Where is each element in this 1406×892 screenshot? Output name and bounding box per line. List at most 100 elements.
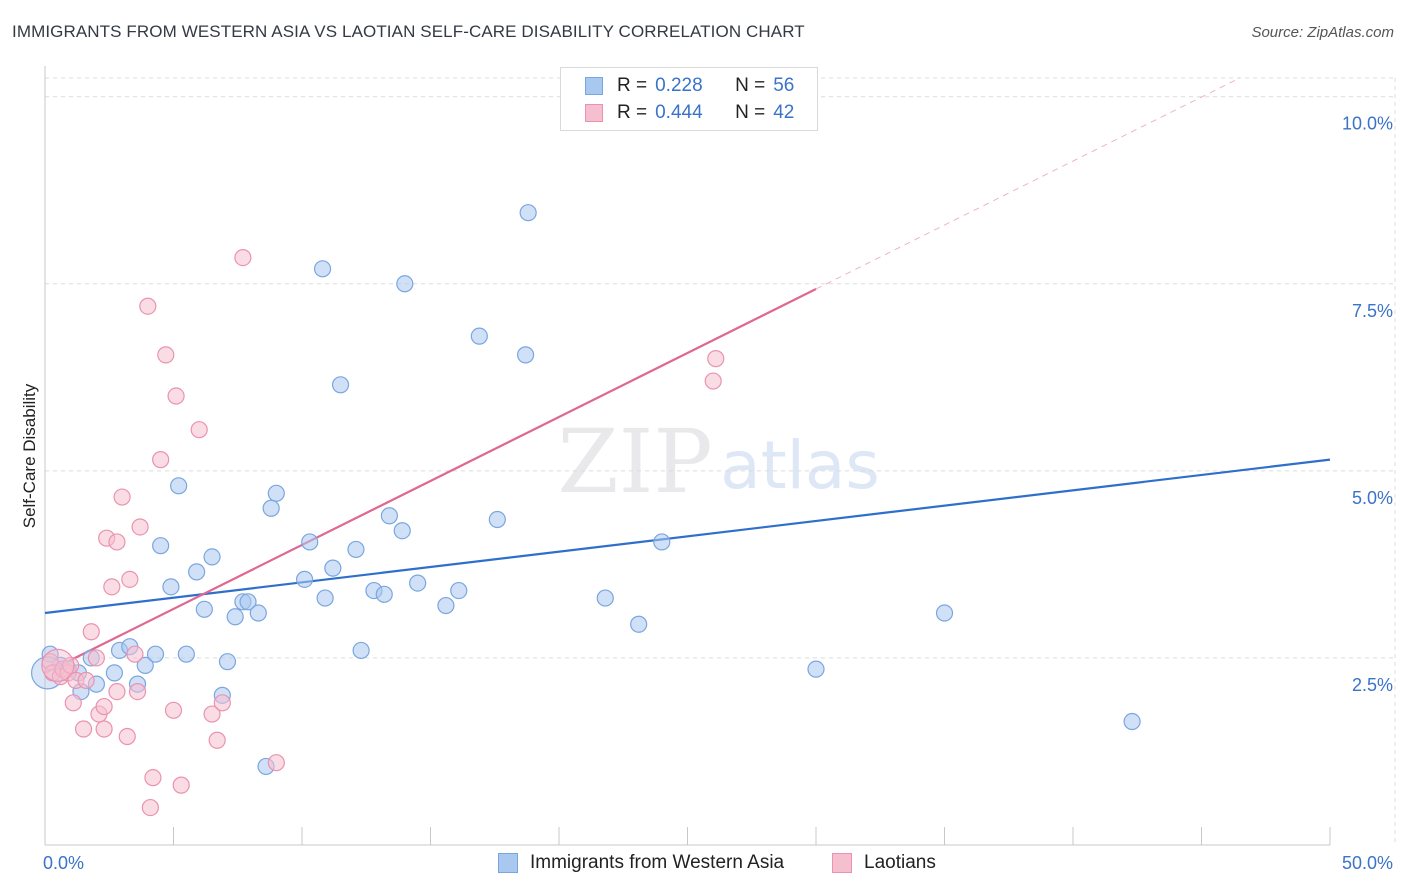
point-laotians [121, 570, 139, 588]
point-western-asia [203, 548, 221, 566]
y-tick-label: 10.0% [1342, 114, 1393, 134]
point-western-asia [324, 559, 342, 577]
point-western-asia [396, 275, 414, 293]
point-western-asia [352, 641, 370, 660]
point-western-asia [450, 581, 468, 600]
point-laotians [77, 671, 95, 689]
point-western-asia [195, 600, 213, 618]
point-western-asia [488, 510, 506, 529]
point-western-asia [630, 615, 648, 633]
pink-swatch [585, 104, 603, 122]
point-laotians [139, 297, 157, 315]
point-western-asia [393, 522, 411, 540]
trend-line-extension [815, 77, 1241, 290]
point-laotians [704, 372, 722, 390]
point-laotians [82, 623, 100, 641]
watermark-zip: ZIP [557, 410, 712, 513]
trend-line [44, 288, 817, 674]
trend-line [44, 458, 1331, 615]
point-western-asia [295, 570, 314, 588]
point-western-asia [807, 660, 825, 678]
point-western-asia [313, 260, 332, 278]
r-label: R = [617, 102, 648, 123]
point-western-asia [177, 645, 195, 663]
axes [44, 66, 1331, 846]
point-western-asia [301, 533, 319, 551]
point-western-asia [316, 589, 334, 607]
point-laotians [213, 694, 231, 712]
n-value: 42 [773, 102, 795, 123]
point-western-asia [136, 656, 154, 675]
y-tick-label: 5.0% [1352, 488, 1393, 508]
point-western-asia [170, 477, 188, 495]
watermark-atlas: atlas [720, 427, 880, 504]
pink-swatch [832, 853, 852, 873]
series-legend: Immigrants from Western Asia Laotians [0, 852, 1406, 878]
legend-item-laotians: Laotians [832, 852, 936, 874]
point-western-asia [162, 578, 180, 596]
point-laotians [41, 648, 75, 683]
point-laotians [157, 346, 175, 364]
point-laotians [131, 518, 149, 536]
point-laotians [74, 720, 93, 738]
chart-title: IMMIGRANTS FROM WESTERN ASIA VS LAOTIAN … [12, 22, 805, 41]
point-laotians [167, 387, 185, 405]
source-label: Source: ZipAtlas.com [1251, 24, 1394, 41]
point-laotians [152, 451, 170, 469]
point-laotians [128, 682, 147, 701]
point-laotians [172, 776, 190, 794]
point-laotians [118, 727, 136, 746]
legend-item-western-asia: Immigrants from Western Asia [498, 852, 784, 874]
r-value: 0.228 [655, 75, 703, 96]
tick-labels: 2.5% 5.0% 7.5% 10.0% 0.0% 50.0% [43, 114, 1393, 873]
point-laotians [108, 682, 126, 701]
point-western-asia [249, 604, 267, 622]
point-laotians [95, 720, 113, 738]
legend-label: Immigrants from Western Asia [530, 852, 785, 873]
point-western-asia [152, 537, 170, 555]
trend-lines [44, 77, 1331, 674]
point-western-asia [596, 589, 614, 607]
point-western-asia [653, 533, 671, 551]
point-laotians [164, 701, 183, 719]
point-western-asia [218, 653, 237, 671]
point-western-asia [267, 484, 285, 502]
point-western-asia [470, 327, 488, 345]
n-label: N = [735, 75, 766, 96]
y-tick-label: 2.5% [1352, 675, 1393, 695]
point-laotians [126, 645, 144, 663]
r-value: 0.444 [655, 102, 703, 123]
point-laotians [103, 578, 121, 596]
point-western-asia [437, 596, 455, 615]
x-tick-label: 0.0% [43, 853, 84, 873]
point-western-asia [331, 376, 350, 394]
x-tick-label: 50.0% [1342, 853, 1393, 873]
point-western-asia [1123, 712, 1141, 731]
point-laotians [113, 488, 131, 506]
point-laotians [95, 697, 113, 716]
point-western-asia [409, 574, 427, 592]
point-western-asia [262, 499, 280, 517]
point-laotians [144, 769, 162, 787]
n-value: 56 [773, 75, 795, 96]
blue-swatch [585, 77, 603, 95]
point-western-asia [380, 507, 398, 525]
point-laotians [203, 705, 221, 723]
point-western-asia [226, 608, 244, 626]
point-laotians [234, 248, 252, 267]
point-laotians [707, 350, 725, 368]
point-laotians [267, 754, 285, 772]
n-label: N = [735, 102, 766, 123]
point-laotians [208, 731, 226, 749]
point-laotians [141, 798, 159, 817]
point-laotians [108, 533, 126, 551]
point-western-asia [146, 645, 165, 663]
point-western-asia [105, 664, 123, 682]
point-laotians [87, 649, 106, 667]
point-western-asia [375, 585, 393, 603]
point-laotians [62, 656, 80, 675]
point-western-asia [347, 540, 365, 559]
point-western-asia [516, 346, 535, 364]
point-western-asia [239, 593, 257, 611]
point-western-asia [188, 563, 206, 581]
